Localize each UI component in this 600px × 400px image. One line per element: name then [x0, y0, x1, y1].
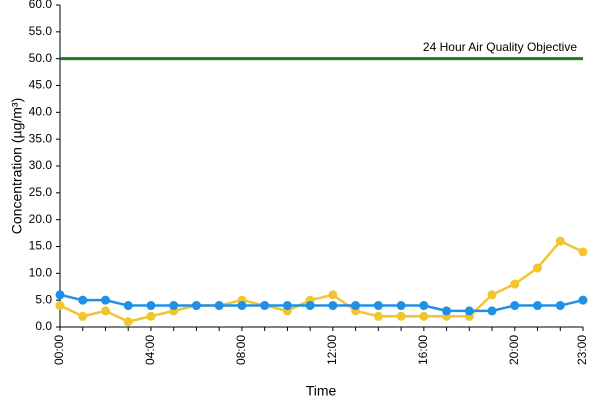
y-tick-label: 30.0 — [29, 158, 53, 172]
point — [487, 306, 497, 316]
point — [373, 301, 383, 311]
point — [396, 301, 406, 311]
point — [578, 247, 588, 257]
point — [282, 301, 292, 311]
point — [396, 311, 406, 321]
point — [487, 290, 497, 300]
point — [146, 301, 156, 311]
x-tick-label: 12:00 — [325, 335, 339, 365]
y-tick-label: 35.0 — [29, 131, 53, 145]
point — [260, 301, 270, 311]
x-tick-label: 00:00 — [52, 335, 66, 365]
y-tick-label: 25.0 — [29, 185, 53, 199]
y-tick-label: 40.0 — [29, 105, 53, 119]
y-axis-label: Concentration (µg/m³) — [9, 98, 25, 234]
point — [578, 295, 588, 305]
point — [100, 306, 110, 316]
point — [555, 236, 565, 246]
point — [55, 290, 65, 300]
point — [510, 279, 520, 289]
point — [123, 317, 133, 327]
point — [100, 295, 110, 305]
point — [464, 306, 474, 316]
point — [123, 301, 133, 311]
point — [533, 263, 543, 273]
x-tick-label: 16:00 — [416, 335, 430, 365]
point — [78, 295, 88, 305]
point — [328, 301, 338, 311]
y-tick-label: 5.0 — [35, 292, 52, 306]
y-tick-label: 50.0 — [29, 51, 53, 65]
point — [351, 301, 361, 311]
point — [78, 311, 88, 321]
series-line — [59, 239, 584, 323]
x-tick-label: 23:00 — [575, 335, 589, 365]
point — [373, 311, 383, 321]
point — [510, 301, 520, 311]
x-axis-label: Time — [306, 383, 337, 399]
y-tick-label: 0.0 — [35, 319, 52, 333]
point — [555, 301, 565, 311]
y-tick-label: 55.0 — [29, 24, 53, 38]
reference-label: 24 Hour Air Quality Objective — [423, 40, 577, 54]
point — [419, 311, 429, 321]
point — [146, 311, 156, 321]
point — [214, 301, 224, 311]
y-tick-label: 45.0 — [29, 78, 53, 92]
point — [305, 301, 315, 311]
x-tick-label: 20:00 — [507, 335, 521, 365]
point — [533, 301, 543, 311]
point — [169, 301, 179, 311]
point — [328, 290, 338, 300]
y-tick-label: 15.0 — [29, 239, 53, 253]
point — [419, 301, 429, 311]
y-tick-label: 20.0 — [29, 212, 53, 226]
x-tick-label: 08:00 — [234, 335, 248, 365]
point — [237, 301, 247, 311]
point — [55, 301, 65, 311]
y-tick-label: 60.0 — [29, 0, 53, 11]
point — [442, 306, 452, 316]
point — [191, 301, 201, 311]
y-tick-label: 10.0 — [29, 266, 53, 280]
x-tick-label: 04:00 — [143, 335, 157, 365]
